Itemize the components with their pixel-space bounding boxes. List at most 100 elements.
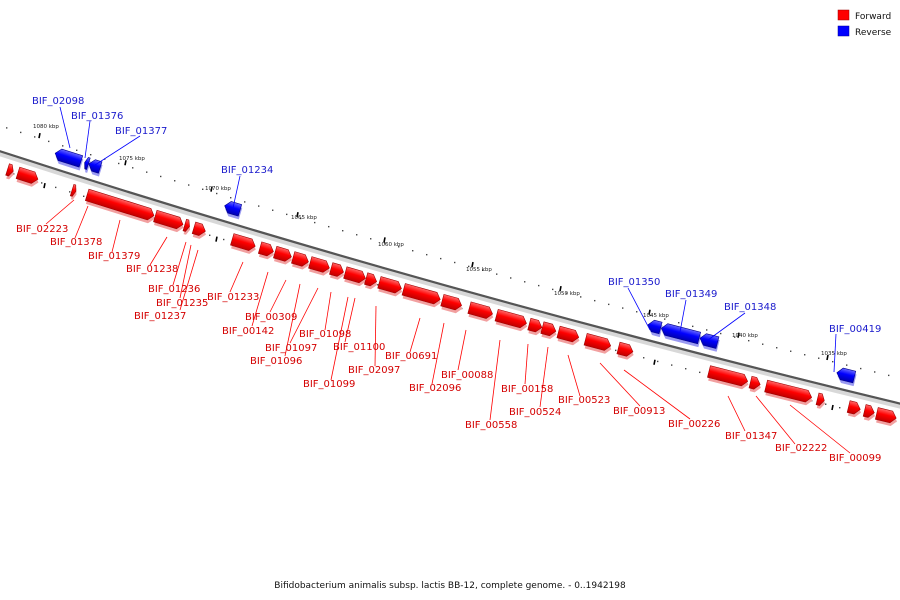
gene-label-forward[interactable]: BIF_01097: [265, 343, 317, 354]
gene-label-forward[interactable]: BIF_01236: [148, 284, 200, 295]
gene-label-reverse[interactable]: BIF_00419: [829, 324, 881, 335]
gene-forward[interactable]: [540, 321, 559, 341]
gene-label-forward[interactable]: BIF_02223: [16, 224, 68, 235]
gene-forward[interactable]: [815, 392, 827, 410]
scale-tick: [215, 236, 218, 242]
gene-label-forward[interactable]: BIF_01099: [303, 379, 355, 390]
scale-dot: [83, 195, 85, 197]
gene-label-forward[interactable]: BIF_01233: [207, 292, 259, 303]
gene-forward[interactable]: [748, 375, 763, 393]
leader-line-reverse: [627, 287, 651, 331]
gene-label-forward[interactable]: BIF_01378: [50, 237, 102, 248]
leader-line-forward: [727, 395, 746, 432]
scale-tick: [383, 237, 386, 243]
leader-line-forward: [269, 279, 287, 313]
gene-label-reverse[interactable]: BIF_01377: [115, 126, 167, 137]
gene-forward[interactable]: [308, 256, 333, 277]
scale-dot: [510, 277, 512, 279]
scale-tick: [831, 404, 834, 411]
gene-forward[interactable]: [377, 276, 405, 298]
gene-label-reverse[interactable]: BIF_01349: [665, 289, 717, 300]
gene-forward[interactable]: [440, 293, 465, 314]
gene-label-forward[interactable]: BIF_00309: [245, 312, 297, 323]
legend-forward-swatch: [837, 9, 850, 21]
gene-label-forward[interactable]: BIF_01235: [156, 298, 208, 309]
gene-forward[interactable]: [15, 166, 41, 188]
gene-forward[interactable]: [874, 407, 899, 428]
gene-label-reverse[interactable]: BIF_01376: [71, 111, 123, 122]
gene-label-forward[interactable]: BIF_00523: [558, 395, 610, 406]
leader-line-forward: [289, 287, 319, 344]
gene-forward[interactable]: [153, 209, 187, 233]
scale-dot: [552, 288, 554, 291]
gene-label-forward[interactable]: BIF_00913: [613, 406, 665, 417]
leader-line-forward: [74, 205, 89, 239]
gene-label-forward[interactable]: BIF_00158: [501, 384, 553, 395]
gene-forward[interactable]: [230, 233, 259, 256]
gene-forward[interactable]: [846, 400, 863, 419]
leader-line-reverse: [84, 120, 91, 159]
gene-label-forward[interactable]: BIF_00226: [668, 419, 720, 430]
gene-forward[interactable]: [0, 157, 2, 176]
gene-label-forward[interactable]: BIF_01238: [126, 264, 178, 275]
scale-dot: [20, 131, 22, 134]
gene-label-forward[interactable]: BIF_01096: [250, 356, 302, 367]
gene-label-forward[interactable]: BIF_00088: [441, 370, 493, 381]
gene-label-forward[interactable]: BIF_02097: [348, 365, 400, 376]
scale-tick: [826, 354, 829, 361]
scale-dot: [209, 234, 211, 236]
gene-label-forward[interactable]: BIF_02096: [409, 383, 461, 394]
gene-forward[interactable]: [69, 183, 79, 200]
gene-reverse[interactable]: [52, 148, 84, 171]
gene-reverse[interactable]: [698, 332, 721, 352]
gene-forward[interactable]: [494, 309, 529, 332]
gene-forward[interactable]: [273, 245, 295, 266]
gene-forward[interactable]: [343, 266, 369, 288]
gene-label-forward[interactable]: BIF_01237: [134, 311, 186, 322]
gene-forward[interactable]: [616, 341, 636, 361]
gene-forward[interactable]: [182, 218, 193, 235]
gene-label-forward[interactable]: BIF_00558: [465, 420, 517, 431]
gene-forward[interactable]: [5, 163, 17, 181]
gene-forward[interactable]: [556, 325, 582, 346]
scale-dot: [888, 374, 890, 377]
gene-label-forward[interactable]: BIF_02222: [775, 443, 827, 454]
gene-forward[interactable]: [707, 365, 751, 391]
gene-label-forward[interactable]: BIF_01347: [725, 431, 777, 442]
gene-label-forward[interactable]: BIF_01379: [88, 251, 140, 262]
scale-dot: [482, 269, 484, 271]
gene-label-reverse[interactable]: BIF_02098: [32, 96, 84, 107]
scale-label: 1050 kbp: [554, 291, 580, 297]
gene-forward[interactable]: [583, 333, 613, 355]
gene-forward[interactable]: [527, 317, 545, 336]
gene-label-reverse[interactable]: BIF_01348: [724, 302, 776, 313]
gene-forward[interactable]: [862, 404, 877, 422]
scale-dot: [790, 350, 792, 352]
gene-reverse[interactable]: [222, 200, 243, 220]
gene-forward[interactable]: [764, 379, 815, 406]
leader-line-forward: [172, 241, 187, 286]
gene-label-forward[interactable]: BIF_00691: [385, 351, 437, 362]
gene-label-forward[interactable]: BIF_00099: [829, 453, 881, 464]
gene-forward[interactable]: [191, 221, 208, 240]
scale-dot: [524, 281, 526, 283]
gene-forward[interactable]: [291, 251, 312, 271]
scale-dot: [804, 354, 806, 356]
gene-label-forward[interactable]: BIF_00524: [509, 407, 561, 418]
gene-forward[interactable]: [257, 241, 276, 261]
gene-forward[interactable]: [84, 188, 157, 225]
gene-forward[interactable]: [329, 262, 347, 281]
gene-reverse[interactable]: [646, 319, 664, 338]
scale-label: 1040 kbp: [732, 333, 758, 339]
gene-label-reverse[interactable]: BIF_01350: [608, 277, 660, 288]
scale-dot: [62, 145, 64, 147]
gene-reverse[interactable]: [659, 322, 702, 348]
gene-forward[interactable]: [364, 272, 380, 291]
gene-label-forward[interactable]: BIF_01100: [333, 342, 385, 353]
gene-label-forward[interactable]: BIF_01098: [299, 329, 351, 340]
gene-forward[interactable]: [401, 283, 443, 308]
gene-forward[interactable]: [467, 301, 496, 323]
gene-label-reverse[interactable]: BIF_01234: [221, 165, 273, 176]
gene-reverse[interactable]: [835, 367, 858, 387]
gene-label-forward[interactable]: BIF_00142: [222, 326, 274, 337]
